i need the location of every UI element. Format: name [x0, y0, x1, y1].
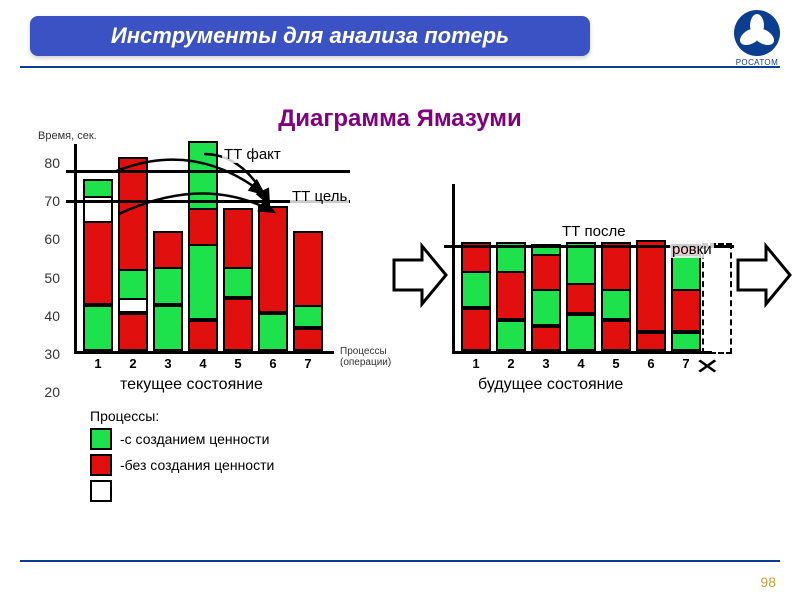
tt-fact-label: ТТ факт — [222, 147, 283, 164]
bar-segment — [636, 332, 666, 351]
legend: Процессы: -с созданием ценности -без созд… — [90, 408, 274, 506]
bar-column: 2 — [496, 244, 526, 351]
legend-label: -без создания ценности — [120, 457, 274, 473]
x-tick: 6 — [636, 356, 666, 371]
bar-segment — [461, 308, 491, 351]
header-bar: Инструменты для анализа потерь — [30, 16, 590, 56]
bar-column: 5 — [601, 244, 631, 351]
state-label-future: будущее состояние — [478, 376, 623, 394]
bar-segment — [496, 271, 526, 320]
top-divider — [20, 66, 780, 68]
bar-segment — [636, 240, 666, 333]
bar-segment — [566, 242, 596, 285]
bar-segment — [601, 320, 631, 351]
y-tick: 40 — [44, 308, 60, 324]
bar-segment — [531, 326, 561, 351]
y-tick: 50 — [44, 270, 60, 286]
page-number: 98 — [760, 574, 776, 590]
tt-after-label: ТТ после — [560, 224, 628, 241]
x-tick: 5 — [223, 356, 253, 371]
bar-segment — [461, 271, 491, 308]
bar-segment — [671, 289, 701, 332]
transition-arrow-icon — [392, 240, 448, 310]
x-tick: 2 — [118, 356, 148, 371]
tt-after-suffix: ровки — [670, 242, 714, 259]
bar-segment — [496, 320, 526, 351]
x-tick: 7 — [293, 356, 323, 371]
chart-future-state: 1234567 — [452, 184, 712, 354]
bar-column: 4 — [566, 244, 596, 351]
y-axis-label: Время, сек. — [38, 130, 97, 142]
legend-row: -без создания ценности — [90, 454, 274, 476]
bar-segment — [531, 254, 561, 291]
y-tick: 80 — [44, 155, 60, 171]
output-arrow-icon — [736, 240, 792, 310]
bottom-divider — [20, 560, 780, 562]
y-tick: 30 — [44, 346, 60, 362]
legend-swatch — [90, 454, 112, 476]
x-tick: 4 — [566, 356, 596, 371]
bar-segment — [566, 283, 596, 314]
chart-title: Диаграмма Ямазуми — [0, 105, 800, 133]
state-label-current: текущее состояние — [120, 376, 263, 394]
removed-ops-box — [702, 243, 732, 354]
tt-fact-line — [66, 170, 350, 173]
header-title: Инструменты для анализа потерь — [111, 23, 509, 49]
scribble-cross-icon: ✕ — [694, 354, 720, 380]
bar-column: 6 — [636, 242, 666, 351]
rosatom-logo: РОСАТОМ — [734, 10, 780, 67]
logo-icon — [734, 10, 780, 56]
x-tick: 3 — [153, 356, 183, 371]
legend-head: Процессы: — [90, 408, 274, 424]
legend-label: -с созданием ценности — [120, 431, 269, 447]
legend-swatch — [90, 480, 112, 502]
bar-segment — [566, 314, 596, 351]
tt-goal-label: ТТ цель — [290, 189, 349, 206]
y-tick: 70 — [44, 193, 60, 209]
rebalance-arrows — [74, 144, 334, 354]
x-tick: 5 — [601, 356, 631, 371]
bar-column: 3 — [531, 246, 561, 351]
x-axis-label-text: Процессы (операции) — [340, 346, 410, 368]
legend-row — [90, 480, 274, 502]
x-axis-label-left: Процессы (операции) — [340, 346, 410, 368]
x-tick: 1 — [83, 356, 113, 371]
bar-segment — [671, 332, 701, 351]
bar-segment — [531, 289, 561, 326]
bar-column: 1 — [461, 244, 491, 351]
x-tick: 4 — [188, 356, 218, 371]
bar-column: 7 — [671, 246, 701, 351]
x-tick: 3 — [531, 356, 561, 371]
bar-segment — [601, 289, 631, 320]
x-tick: 2 — [496, 356, 526, 371]
legend-row: -с созданием ценности — [90, 428, 274, 450]
bar-segment — [671, 254, 701, 291]
x-tick: 1 — [461, 356, 491, 371]
y-tick: 20 — [44, 384, 60, 400]
bar-segment — [601, 242, 631, 291]
x-tick: 6 — [258, 356, 288, 371]
legend-swatch — [90, 428, 112, 450]
y-tick: 60 — [44, 231, 60, 247]
